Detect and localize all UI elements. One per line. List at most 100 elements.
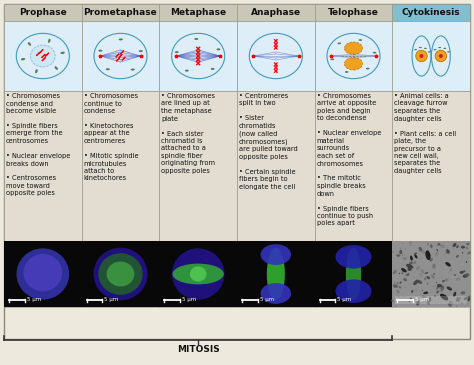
Ellipse shape bbox=[409, 261, 413, 265]
Text: Prophase: Prophase bbox=[19, 8, 67, 17]
Ellipse shape bbox=[118, 38, 123, 41]
Ellipse shape bbox=[461, 246, 465, 249]
Ellipse shape bbox=[447, 279, 449, 280]
Bar bbox=[159, 21, 237, 91]
Ellipse shape bbox=[437, 284, 442, 287]
Bar bbox=[315, 241, 392, 307]
Ellipse shape bbox=[366, 68, 370, 69]
Ellipse shape bbox=[466, 296, 467, 297]
Ellipse shape bbox=[17, 248, 69, 300]
Bar bbox=[159, 91, 237, 241]
Ellipse shape bbox=[459, 266, 460, 267]
Ellipse shape bbox=[336, 279, 372, 303]
Ellipse shape bbox=[466, 247, 468, 249]
Ellipse shape bbox=[454, 274, 456, 276]
Ellipse shape bbox=[28, 42, 31, 46]
Text: 5 μm: 5 μm bbox=[27, 297, 41, 303]
Ellipse shape bbox=[106, 68, 110, 70]
Ellipse shape bbox=[427, 272, 428, 274]
Ellipse shape bbox=[416, 50, 427, 62]
Ellipse shape bbox=[424, 48, 427, 49]
Ellipse shape bbox=[418, 280, 422, 284]
Ellipse shape bbox=[427, 302, 430, 305]
Ellipse shape bbox=[405, 273, 409, 276]
Ellipse shape bbox=[413, 261, 417, 264]
Ellipse shape bbox=[423, 292, 428, 294]
Ellipse shape bbox=[466, 261, 467, 263]
Text: Prometaphase: Prometaphase bbox=[83, 8, 157, 17]
Ellipse shape bbox=[401, 299, 404, 301]
Ellipse shape bbox=[407, 273, 410, 276]
Bar bbox=[4, 91, 82, 241]
Ellipse shape bbox=[437, 249, 438, 251]
Bar bbox=[4, 241, 82, 307]
Ellipse shape bbox=[445, 253, 446, 254]
Ellipse shape bbox=[403, 257, 407, 260]
Ellipse shape bbox=[401, 270, 404, 274]
Ellipse shape bbox=[397, 282, 399, 285]
Ellipse shape bbox=[16, 33, 69, 79]
Bar bbox=[392, 241, 470, 307]
Ellipse shape bbox=[398, 296, 399, 297]
Ellipse shape bbox=[409, 241, 412, 246]
Ellipse shape bbox=[431, 274, 435, 279]
Ellipse shape bbox=[421, 269, 424, 274]
Ellipse shape bbox=[61, 51, 65, 54]
Ellipse shape bbox=[429, 254, 430, 255]
Bar bbox=[237, 241, 315, 307]
Ellipse shape bbox=[395, 306, 396, 307]
Text: • Animal cells: a
cleavage furrow
separates the
daughter cells

• Plant cells: a: • Animal cells: a cleavage furrow separa… bbox=[394, 93, 456, 174]
Ellipse shape bbox=[446, 249, 449, 254]
Ellipse shape bbox=[399, 250, 402, 254]
Ellipse shape bbox=[425, 272, 427, 274]
Ellipse shape bbox=[438, 289, 442, 292]
Bar bbox=[159, 241, 237, 307]
Ellipse shape bbox=[337, 42, 341, 44]
Ellipse shape bbox=[449, 268, 452, 272]
Text: 5 μm: 5 μm bbox=[104, 297, 118, 303]
Ellipse shape bbox=[448, 303, 452, 307]
Ellipse shape bbox=[447, 250, 450, 253]
Text: • Centromeres
split in two

• Sister
chromatids
(now called
chromosomes)
are pul: • Centromeres split in two • Sister chro… bbox=[239, 93, 298, 190]
Ellipse shape bbox=[261, 244, 291, 265]
Ellipse shape bbox=[401, 268, 407, 272]
Ellipse shape bbox=[419, 247, 422, 251]
Ellipse shape bbox=[393, 270, 397, 274]
Ellipse shape bbox=[346, 248, 361, 300]
Ellipse shape bbox=[467, 251, 471, 255]
Ellipse shape bbox=[393, 284, 398, 288]
Ellipse shape bbox=[422, 295, 426, 298]
Ellipse shape bbox=[427, 283, 428, 285]
Text: MITOSIS: MITOSIS bbox=[177, 345, 219, 354]
Ellipse shape bbox=[345, 71, 348, 73]
Ellipse shape bbox=[331, 58, 334, 60]
Ellipse shape bbox=[345, 42, 363, 54]
Text: 5 μm: 5 μm bbox=[415, 297, 429, 303]
Ellipse shape bbox=[411, 290, 413, 293]
Ellipse shape bbox=[419, 273, 423, 276]
Ellipse shape bbox=[397, 283, 399, 284]
Ellipse shape bbox=[466, 243, 470, 245]
Ellipse shape bbox=[403, 296, 404, 297]
Ellipse shape bbox=[461, 303, 463, 304]
Ellipse shape bbox=[435, 50, 447, 62]
Ellipse shape bbox=[440, 286, 444, 291]
Ellipse shape bbox=[402, 254, 403, 256]
Ellipse shape bbox=[456, 299, 457, 301]
Ellipse shape bbox=[441, 285, 444, 288]
Ellipse shape bbox=[413, 280, 419, 285]
Ellipse shape bbox=[435, 252, 439, 256]
Ellipse shape bbox=[94, 33, 147, 79]
Ellipse shape bbox=[413, 277, 414, 278]
Ellipse shape bbox=[440, 291, 442, 292]
Bar bbox=[392, 241, 470, 307]
Ellipse shape bbox=[421, 290, 423, 291]
Ellipse shape bbox=[424, 277, 426, 280]
Ellipse shape bbox=[436, 287, 439, 289]
Ellipse shape bbox=[190, 266, 207, 282]
Ellipse shape bbox=[434, 295, 436, 297]
Ellipse shape bbox=[440, 245, 445, 248]
Text: • Chromosomes
arrive at opposite
poles and begin
to decondense

• Nuclear envelo: • Chromosomes arrive at opposite poles a… bbox=[317, 93, 381, 227]
Ellipse shape bbox=[55, 66, 58, 70]
Ellipse shape bbox=[403, 278, 407, 281]
